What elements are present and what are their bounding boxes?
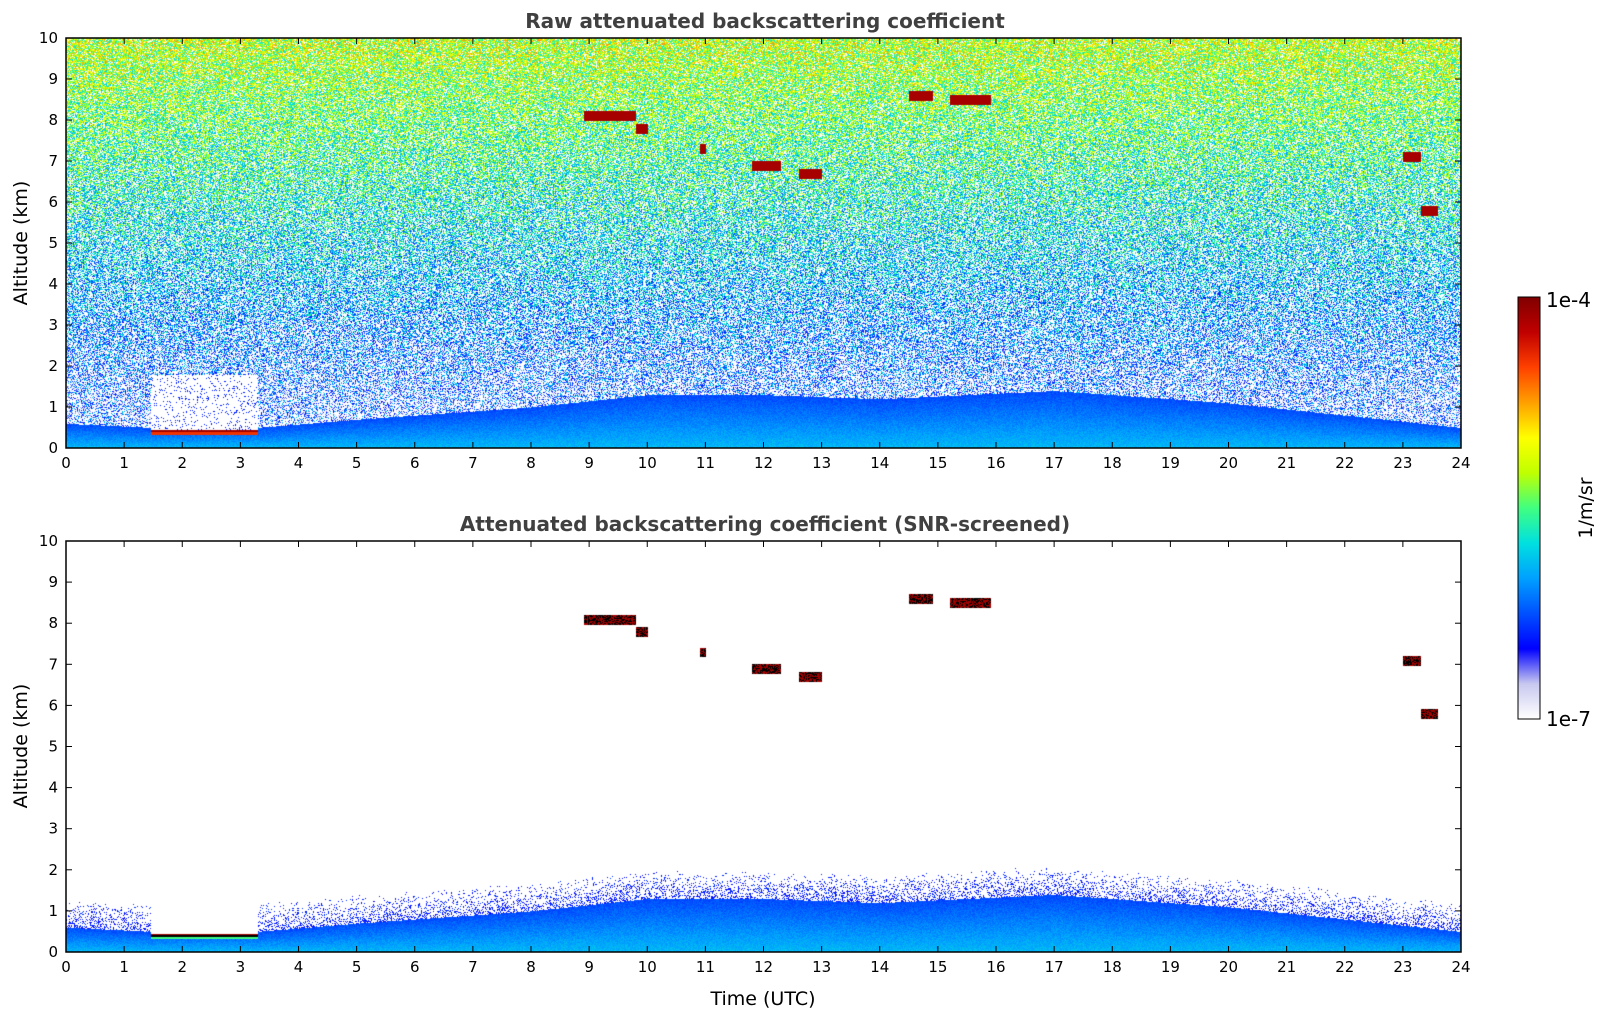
- xtick-label: 18: [1103, 958, 1122, 976]
- ytick-label: 2: [48, 357, 58, 375]
- xtick-label: 13: [812, 958, 831, 976]
- top-panel-title: Raw attenuated backscattering coefficien…: [525, 9, 1005, 33]
- ytick-label: 4: [48, 779, 58, 797]
- top-axes: 0 1 2 3 4 5 6 7 8 9 10 11 12 13 14 15 16 17 18 19 20 21 22 23 24…: [39, 29, 1471, 472]
- ytick-label: 10: [39, 532, 58, 550]
- xtick-label: 14: [870, 454, 889, 472]
- ytick-label: 1: [48, 398, 58, 416]
- xtick-label: 12: [754, 454, 773, 472]
- colorbar: 1e-4 1e-7 1/m/sr: [1517, 288, 1597, 731]
- xtick-label: 21: [1277, 454, 1296, 472]
- xtick-label: 17: [1045, 454, 1064, 472]
- bottom-heatmap-container: [66, 541, 1461, 952]
- ytick-label: 5: [48, 738, 58, 756]
- colorbar-max-label: 1e-4: [1546, 288, 1591, 312]
- xtick-label: 2: [177, 958, 187, 976]
- ytick-label: 8: [48, 614, 58, 632]
- xtick-label: 11: [696, 958, 715, 976]
- colorbar-gradient: [1517, 296, 1541, 720]
- xtick-label: 16: [986, 958, 1005, 976]
- top-panel: 0 1 2 3 4 5 6 7 8 9 10 11 12 13 14 15 16 17 18 19 20 21 22 23 24…: [10, 29, 1471, 472]
- xtick-label: 7: [468, 958, 478, 976]
- ytick-label: 10: [39, 29, 58, 47]
- ytick-label: 1: [48, 902, 58, 920]
- xtick-label: 10: [638, 454, 657, 472]
- ytick-label: 6: [48, 193, 58, 211]
- xtick-label: 8: [526, 454, 536, 472]
- xtick-label: 22: [1335, 958, 1354, 976]
- ytick-label: 4: [48, 275, 58, 293]
- xtick-label: 23: [1393, 454, 1412, 472]
- xtick-label: 1: [119, 958, 129, 976]
- ytick-label: 2: [48, 861, 58, 879]
- xtick-label: 2: [177, 454, 187, 472]
- bottom-ylabel: Altitude (km): [10, 684, 32, 809]
- xtick-label: 12: [754, 958, 773, 976]
- xtick-label: 3: [236, 958, 246, 976]
- ytick-label: 9: [48, 70, 58, 88]
- xtick-label: 9: [584, 958, 594, 976]
- ytick-label: 0: [48, 439, 58, 457]
- xtick-label: 24: [1451, 958, 1470, 976]
- xtick-label: 20: [1219, 454, 1238, 472]
- xtick-label: 16: [986, 454, 1005, 472]
- ytick-label: 0: [48, 943, 58, 961]
- xtick-label: 6: [410, 454, 420, 472]
- xtick-label: 0: [61, 454, 71, 472]
- xtick-label: 1: [119, 454, 129, 472]
- xtick-label: 19: [1161, 454, 1180, 472]
- xtick-label: 3: [236, 454, 246, 472]
- xtick-label: 21: [1277, 958, 1296, 976]
- xtick-label: 8: [526, 958, 536, 976]
- xtick-label: 11: [696, 454, 715, 472]
- ytick-label: 7: [48, 152, 58, 170]
- top-heatmap: [66, 38, 1461, 448]
- bottom-panel: 0 1 2 3 4 5 6 7 8 9 10 11 12 13 14 15 16 17 18 19 20 21 22 23 24…: [10, 532, 1471, 1010]
- ytick-label: 9: [48, 573, 58, 591]
- xtick-label: 4: [294, 454, 304, 472]
- ytick-label: 7: [48, 655, 58, 673]
- ytick-label: 8: [48, 111, 58, 129]
- ytick-label: 3: [48, 820, 58, 838]
- xtick-label: 10: [638, 958, 657, 976]
- ytick-label: 3: [48, 316, 58, 334]
- xtick-label: 0: [61, 958, 71, 976]
- xtick-label: 20: [1219, 958, 1238, 976]
- xtick-label: 22: [1335, 454, 1354, 472]
- bottom-panel-title: Attenuated backscattering coefficient (S…: [460, 512, 1070, 536]
- xtick-label: 17: [1045, 958, 1064, 976]
- bottom-axes: 0 1 2 3 4 5 6 7 8 9 10 11 12 13 14 15 16 17 18 19 20 21 22 23 24…: [39, 532, 1471, 976]
- top-ylabel: Altitude (km): [10, 181, 32, 306]
- xtick-label: 15: [928, 454, 947, 472]
- xtick-label: 9: [584, 454, 594, 472]
- ytick-label: 5: [48, 234, 58, 252]
- xtick-label: 6: [410, 958, 420, 976]
- bottom-heatmap: [66, 541, 1461, 952]
- ytick-label: 6: [48, 696, 58, 714]
- bottom-xlabel: Time (UTC): [709, 988, 815, 1010]
- xtick-label: 18: [1103, 454, 1122, 472]
- xtick-label: 23: [1393, 958, 1412, 976]
- xtick-label: 14: [870, 958, 889, 976]
- xtick-label: 19: [1161, 958, 1180, 976]
- xtick-label: 24: [1451, 454, 1470, 472]
- colorbar-min-label: 1e-7: [1546, 707, 1591, 731]
- xtick-label: 5: [352, 958, 362, 976]
- xtick-label: 5: [352, 454, 362, 472]
- colorbar-unit-label: 1/m/sr: [1575, 477, 1597, 538]
- xtick-label: 4: [294, 958, 304, 976]
- xtick-label: 7: [468, 454, 478, 472]
- xtick-label: 13: [812, 454, 831, 472]
- xtick-label: 15: [928, 958, 947, 976]
- top-heatmap-container: [66, 38, 1461, 448]
